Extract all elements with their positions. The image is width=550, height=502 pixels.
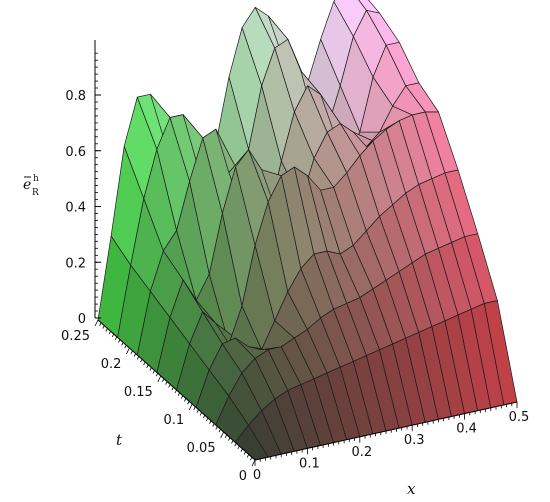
t-minor-tick <box>140 359 143 363</box>
t-minor-tick <box>250 457 253 461</box>
t-tick-label: 0.15 <box>124 385 153 400</box>
x-tick-label: 0.5 <box>509 410 530 425</box>
t-minor-tick <box>118 339 121 343</box>
x-minor-ticks <box>254 402 518 466</box>
t-minor-tick <box>149 367 152 371</box>
z-tick-label: 0 <box>78 312 86 327</box>
t-minor-tick <box>187 401 190 405</box>
t-minor-ticks <box>94 319 256 467</box>
t-minor-tick <box>143 361 146 366</box>
z-axis-label-sup: h <box>33 174 39 184</box>
t-minor-tick <box>196 409 199 413</box>
t-minor-tick <box>202 415 206 419</box>
t-minor-tick <box>114 336 118 340</box>
z-tick-label: 0.8 <box>65 89 86 104</box>
x-axis-label: x <box>407 480 416 498</box>
t-minor-tick <box>111 333 115 338</box>
t-minor-tick <box>136 356 140 360</box>
z-minor-ticks <box>95 52 101 319</box>
t-minor-tick <box>218 429 221 433</box>
t-minor-tick <box>180 395 184 399</box>
t-minor-tick <box>177 392 180 396</box>
t-minor-tick <box>171 387 174 391</box>
t-minor-tick <box>102 325 105 329</box>
t-tick-labels: 0 0.050.1 0.150.2 0.25 <box>61 329 247 484</box>
t-tick-label: 0.05 <box>187 441 216 456</box>
t-minor-tick <box>220 431 224 439</box>
axes: 00.20.40.60.8 00.050.10.150.20.25 00.10.… <box>61 40 529 484</box>
t-axis-label: t <box>116 431 123 449</box>
t-minor-tick <box>146 364 149 368</box>
t-minor-tick <box>240 448 243 452</box>
z-axis-label: e R h <box>23 174 39 198</box>
t-minor-tick <box>199 412 202 416</box>
x-tick-label: 0.3 <box>404 433 425 448</box>
x-tick-labels: 0 0.1 0.2 0.3 0.4 0.5 <box>253 410 529 483</box>
svg-text:R: R <box>32 188 39 198</box>
t-tick-label: 0.25 <box>61 329 90 344</box>
t-minor-tick <box>157 375 162 383</box>
t-minor-tick <box>105 328 108 332</box>
t-minor-tick <box>215 426 218 430</box>
t-minor-tick <box>155 373 159 377</box>
t-minor-tick <box>237 445 240 450</box>
t-minor-tick <box>99 322 102 326</box>
t-minor-tick <box>209 420 212 424</box>
t-minor-tick <box>234 443 237 447</box>
z-tick-label: 0.4 <box>65 201 86 216</box>
t-tick-label: 0 <box>239 469 247 484</box>
t-minor-tick <box>162 378 165 382</box>
t-minor-tick <box>108 331 111 335</box>
t-tick-label: 0.2 <box>101 357 122 372</box>
t-minor-tick <box>224 434 228 438</box>
t-minor-tick <box>188 403 193 411</box>
z-tick-label: 0.2 <box>65 256 86 271</box>
t-minor-tick <box>124 345 127 349</box>
t-minor-tick <box>94 319 99 327</box>
z-tick-labels: 0 0.2 0.4 0.6 0.8 <box>65 89 86 327</box>
svg-text:e: e <box>23 177 31 193</box>
x-tick-label: 0.2 <box>351 445 372 460</box>
t-tick-label: 0.1 <box>164 413 185 428</box>
t-minor-tick <box>133 353 137 357</box>
t-minor-tick <box>193 406 196 410</box>
t-minor-tick <box>246 454 250 458</box>
t-minor-tick <box>228 437 231 441</box>
t-minor-tick <box>243 451 246 455</box>
x-tick-label: 0 <box>253 468 261 483</box>
surface-mesh <box>97 0 518 461</box>
t-minor-tick <box>165 381 168 385</box>
x-tick-label: 0.1 <box>299 456 320 471</box>
svg-text:h: h <box>33 174 39 184</box>
t-minor-tick <box>121 342 124 346</box>
t-minor-tick <box>174 389 177 394</box>
t-minor-tick <box>206 417 209 422</box>
t-minor-tick <box>251 459 256 467</box>
t-minor-tick <box>126 347 130 355</box>
t-minor-tick <box>231 440 234 444</box>
t-minor-tick <box>184 398 187 402</box>
z-axis-label-sub: R <box>32 188 39 198</box>
t-minor-tick <box>130 350 133 354</box>
t-minor-tick <box>168 384 171 388</box>
z-tick-label: 0.6 <box>65 145 86 160</box>
t-minor-tick <box>212 423 215 427</box>
t-minor-tick <box>152 370 155 374</box>
x-tick-label: 0.4 <box>456 422 477 437</box>
z-axis-label-main: e <box>23 177 31 193</box>
